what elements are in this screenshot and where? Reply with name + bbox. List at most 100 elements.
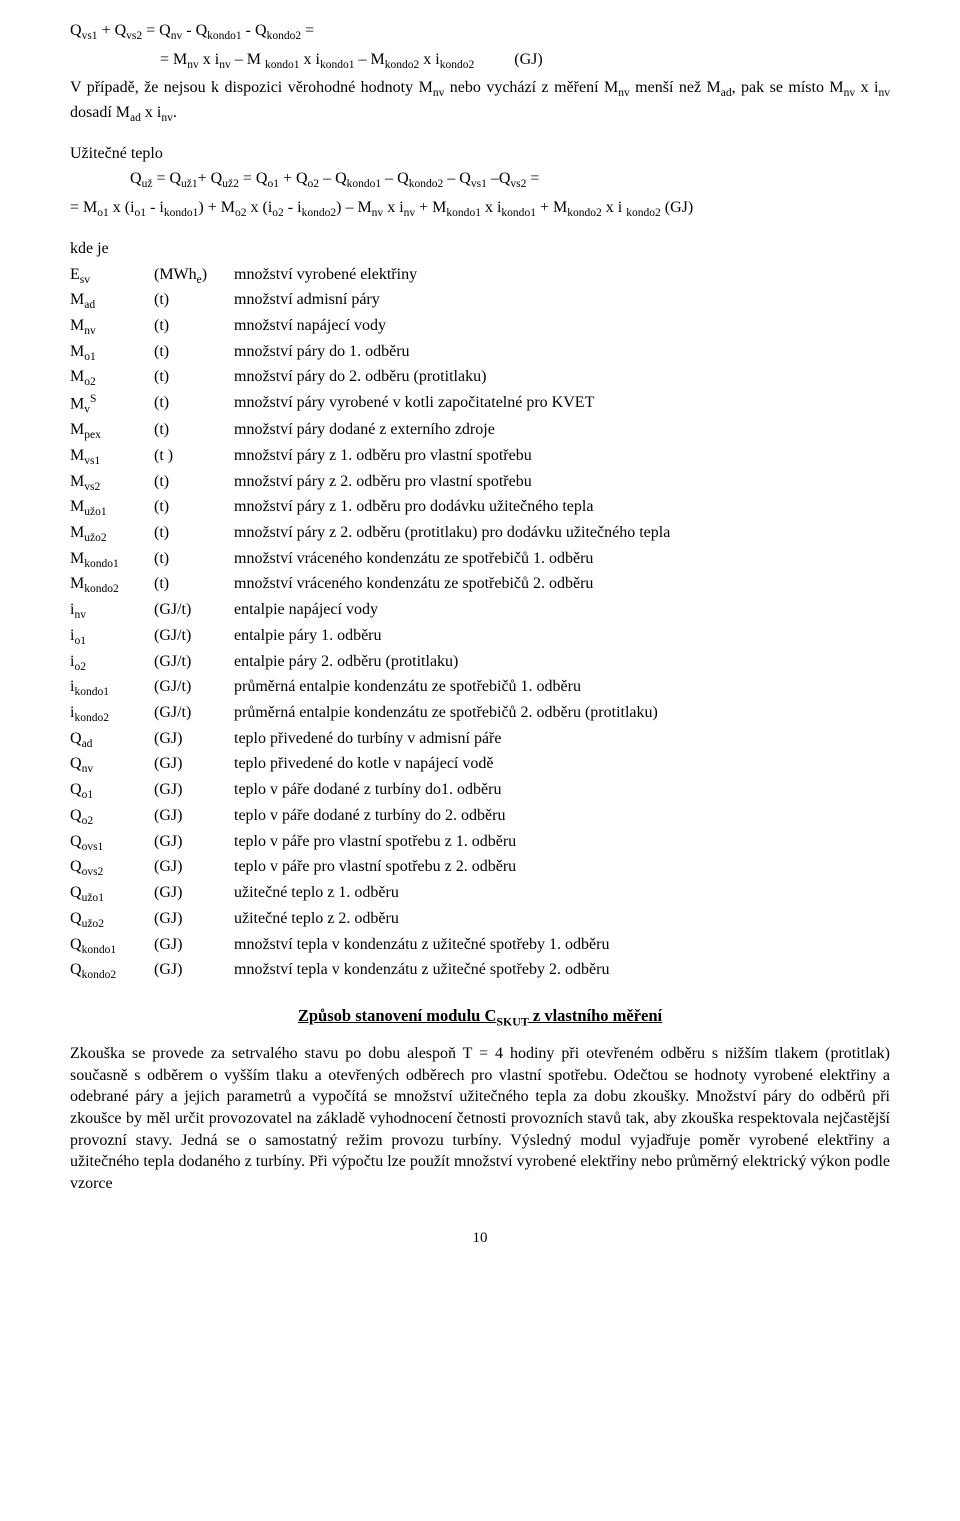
equation-qvs-line2: = Mnv x inv – M kondo1 x ikondo1 – Mkond… bbox=[70, 49, 890, 74]
variable-row: io2(GJ/t)entalpie páry 2. odběru (protit… bbox=[70, 651, 678, 677]
variable-description: teplo přivedené do turbíny v admisní pář… bbox=[234, 728, 678, 754]
variable-unit: (GJ) bbox=[154, 882, 234, 908]
variable-unit: (t) bbox=[154, 496, 234, 522]
variable-unit: (GJ) bbox=[154, 728, 234, 754]
variable-symbol: ikondo1 bbox=[70, 676, 154, 702]
variable-symbol: Mnv bbox=[70, 315, 154, 341]
variable-description: množství napájecí vody bbox=[234, 315, 678, 341]
variable-description: množství páry dodané z externího zdroje bbox=[234, 419, 678, 445]
variable-row: Qovs1(GJ)teplo v páře pro vlastní spotře… bbox=[70, 831, 678, 857]
where-label: kde je bbox=[70, 238, 890, 260]
variable-row: Qkondo2(GJ)množství tepla v kondenzátu z… bbox=[70, 959, 678, 985]
variable-unit: (t) bbox=[154, 522, 234, 548]
variable-unit: (GJ) bbox=[154, 959, 234, 985]
variable-symbol: Qo2 bbox=[70, 805, 154, 831]
variable-symbol: Mvs2 bbox=[70, 471, 154, 497]
variable-description: množství vráceného kondenzátu ze spotřeb… bbox=[234, 548, 678, 574]
variable-row: Qo1(GJ)teplo v páře dodané z turbíny do1… bbox=[70, 779, 678, 805]
variable-row: Mpex(t)množství páry dodané z externího … bbox=[70, 419, 678, 445]
variable-symbol: Qkondo1 bbox=[70, 934, 154, 960]
variable-unit: (t ) bbox=[154, 445, 234, 471]
equation-quz-line1: Quž = Quž1+ Quž2 = Qo1 + Qo2 – Qkondo1 –… bbox=[70, 168, 890, 193]
variable-description: množství páry vyrobené v kotli započitat… bbox=[234, 392, 678, 419]
variable-description: množství páry do 2. odběru (protitlaku) bbox=[234, 366, 678, 392]
variable-description: množství vyrobené elektřiny bbox=[234, 264, 678, 290]
variable-description: množství páry z 1. odběru pro vlastní sp… bbox=[234, 445, 678, 471]
variable-description: průměrná entalpie kondenzátu ze spotřebi… bbox=[234, 702, 678, 728]
variable-symbol: Mo1 bbox=[70, 341, 154, 367]
variable-symbol: Qad bbox=[70, 728, 154, 754]
variable-description: entalpie páry 2. odběru (protitlaku) bbox=[234, 651, 678, 677]
variable-symbol: Qužo2 bbox=[70, 908, 154, 934]
variable-row: Qo2(GJ)teplo v páře dodané z turbíny do … bbox=[70, 805, 678, 831]
variable-symbol: Mvs1 bbox=[70, 445, 154, 471]
variable-row: Mkondo1(t)množství vráceného kondenzátu … bbox=[70, 548, 678, 574]
variable-row: Qužo1(GJ)užitečné teplo z 1. odběru bbox=[70, 882, 678, 908]
variable-unit: (GJ) bbox=[154, 831, 234, 857]
variable-symbol: Mužo1 bbox=[70, 496, 154, 522]
variable-row: Mad(t)množství admisní páry bbox=[70, 289, 678, 315]
variable-row: Qovs2(GJ)teplo v páře pro vlastní spotře… bbox=[70, 856, 678, 882]
variable-row: Mvs1(t )množství páry z 1. odběru pro vl… bbox=[70, 445, 678, 471]
variable-description: množství páry z 1. odběru pro dodávku už… bbox=[234, 496, 678, 522]
page-number: 10 bbox=[70, 1228, 890, 1248]
variable-unit: (t) bbox=[154, 392, 234, 419]
paragraph-case: V případě, že nejsou k dispozici věrohod… bbox=[70, 77, 890, 126]
variable-description: teplo v páře pro vlastní spotřebu z 1. o… bbox=[234, 831, 678, 857]
variable-row: Esv(MWhe)množství vyrobené elektřiny bbox=[70, 264, 678, 290]
variable-unit: (t) bbox=[154, 573, 234, 599]
variable-unit: (GJ) bbox=[154, 908, 234, 934]
variable-symbol: Mkondo1 bbox=[70, 548, 154, 574]
variable-description: množství vráceného kondenzátu ze spotřeb… bbox=[234, 573, 678, 599]
variable-row: Mnv(t)množství napájecí vody bbox=[70, 315, 678, 341]
equation-quz-line2: = Mo1 x (io1 - ikondo1) + Mo2 x (io2 - i… bbox=[70, 197, 890, 222]
variable-row: Qkondo1(GJ)množství tepla v kondenzátu z… bbox=[70, 934, 678, 960]
variable-description: teplo v páře dodané z turbíny do 2. odbě… bbox=[234, 805, 678, 831]
variable-symbol: Esv bbox=[70, 264, 154, 290]
variable-symbol: Qužo1 bbox=[70, 882, 154, 908]
variable-symbol: io2 bbox=[70, 651, 154, 677]
variable-row: Mkondo2(t)množství vráceného kondenzátu … bbox=[70, 573, 678, 599]
variable-symbol: Qovs1 bbox=[70, 831, 154, 857]
variable-unit: (GJ/t) bbox=[154, 625, 234, 651]
variable-symbol: io1 bbox=[70, 625, 154, 651]
variable-description: užitečné teplo z 1. odběru bbox=[234, 882, 678, 908]
variable-symbol: Qkondo2 bbox=[70, 959, 154, 985]
variable-symbol: Mužo2 bbox=[70, 522, 154, 548]
variable-description: teplo v páře dodané z turbíny do1. odběr… bbox=[234, 779, 678, 805]
variable-row: MvS(t)množství páry vyrobené v kotli zap… bbox=[70, 392, 678, 419]
variable-symbol: Qovs2 bbox=[70, 856, 154, 882]
variable-unit: (GJ/t) bbox=[154, 651, 234, 677]
variable-row: Qužo2(GJ)užitečné teplo z 2. odběru bbox=[70, 908, 678, 934]
variable-symbol: MvS bbox=[70, 392, 154, 419]
variable-row: Qnv(GJ)teplo přivedené do kotle v napáje… bbox=[70, 753, 678, 779]
variable-unit: (GJ) bbox=[154, 753, 234, 779]
variable-symbol: Qnv bbox=[70, 753, 154, 779]
variable-unit: (GJ/t) bbox=[154, 702, 234, 728]
variable-row: inv(GJ/t)entalpie napájecí vody bbox=[70, 599, 678, 625]
variable-description: teplo v páře pro vlastní spotřebu z 2. o… bbox=[234, 856, 678, 882]
variable-unit: (t) bbox=[154, 315, 234, 341]
variable-description: užitečné teplo z 2. odběru bbox=[234, 908, 678, 934]
variable-description: množství tepla v kondenzátu z užitečné s… bbox=[234, 959, 678, 985]
variable-row: Qad(GJ)teplo přivedené do turbíny v admi… bbox=[70, 728, 678, 754]
variable-unit: (GJ) bbox=[154, 856, 234, 882]
variable-row: Mužo1(t)množství páry z 1. odběru pro do… bbox=[70, 496, 678, 522]
variable-unit: (MWhe) bbox=[154, 264, 234, 290]
variable-unit: (GJ/t) bbox=[154, 599, 234, 625]
variable-row: ikondo1(GJ/t)průměrná entalpie kondenzát… bbox=[70, 676, 678, 702]
variable-unit: (GJ/t) bbox=[154, 676, 234, 702]
variable-unit: (t) bbox=[154, 419, 234, 445]
variable-symbol: ikondo2 bbox=[70, 702, 154, 728]
variable-description: průměrná entalpie kondenzátu ze spotřebi… bbox=[234, 676, 678, 702]
variable-description: entalpie páry 1. odběru bbox=[234, 625, 678, 651]
variable-definitions-table: Esv(MWhe)množství vyrobené elektřinyMad(… bbox=[70, 264, 678, 985]
variable-row: Mužo2(t)množství páry z 2. odběru (proti… bbox=[70, 522, 678, 548]
variable-unit: (GJ) bbox=[154, 779, 234, 805]
variable-description: množství admisní páry bbox=[234, 289, 678, 315]
variable-description: množství páry z 2. odběru pro vlastní sp… bbox=[234, 471, 678, 497]
variable-unit: (t) bbox=[154, 548, 234, 574]
variable-symbol: inv bbox=[70, 599, 154, 625]
variable-description: množství páry z 2. odběru (protitlaku) p… bbox=[234, 522, 678, 548]
variable-unit: (GJ) bbox=[154, 805, 234, 831]
